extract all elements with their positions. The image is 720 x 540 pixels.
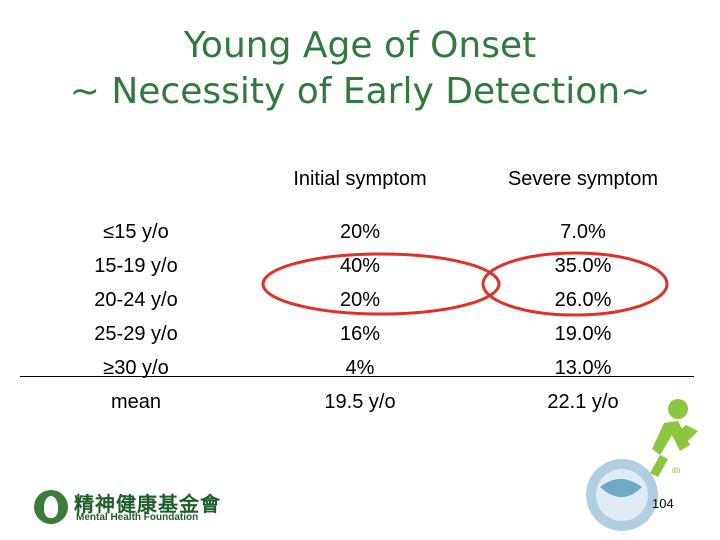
table-divider-line [20,376,694,377]
age-cell: ≥30 y/o [103,357,169,379]
age-cell: mean [110,391,162,413]
age-cell: 25-29 y/o [94,323,178,345]
highlight-oval [481,251,669,317]
severe-cell: 22.1 y/o [547,391,619,413]
initial-cell: 19.5 y/o [324,391,396,413]
initial-symptom-column: 20% 40% 20% 16% 4% 19.5 y/o [290,215,430,419]
logo-chinese-name: 精神健康基金會 [74,492,221,516]
initial-cell: 16% [339,323,381,345]
severe-cell: 7.0% [560,221,606,243]
age-cell: 20-24 y/o [94,289,178,311]
age-cell: ≤15 y/o [103,221,169,243]
initial-cell: 20% [339,221,381,243]
foundation-logo-icon [34,490,68,524]
slide-title-line2: ~ Necessity of Early Detection~ [69,71,651,112]
svg-text:ith: ith [672,466,680,475]
header-initial-symptom: Initial symptom [293,168,427,190]
decorative-figure-icon: ith [586,399,698,531]
foundation-logo: 精神健康基金會 Mental Health Foundation [30,486,230,526]
slide-title-line1: Young Age of Onset [183,25,537,66]
header-severe-symptom: Severe symptom [507,168,659,190]
page-number: 104 [652,496,674,511]
severe-symptom-column: 7.0% 35.0% 26.0% 19.0% 13.0% 22.1 y/o [513,215,653,419]
initial-cell: 20% [339,289,381,311]
initial-cell: 4% [345,357,375,379]
severe-cell: 19.0% [554,323,612,345]
age-column: ≤15 y/o 15-19 y/o 20-24 y/o 25-29 y/o ≥3… [66,215,206,419]
logo-english-name: Mental Health Foundation [76,512,199,523]
highlight-oval [261,252,501,316]
severe-cell: 26.0% [554,289,612,311]
initial-cell: 40% [339,255,381,277]
severe-cell: 35.0% [554,255,612,277]
severe-cell: 13.0% [554,357,612,379]
age-cell: 15-19 y/o [94,255,178,277]
